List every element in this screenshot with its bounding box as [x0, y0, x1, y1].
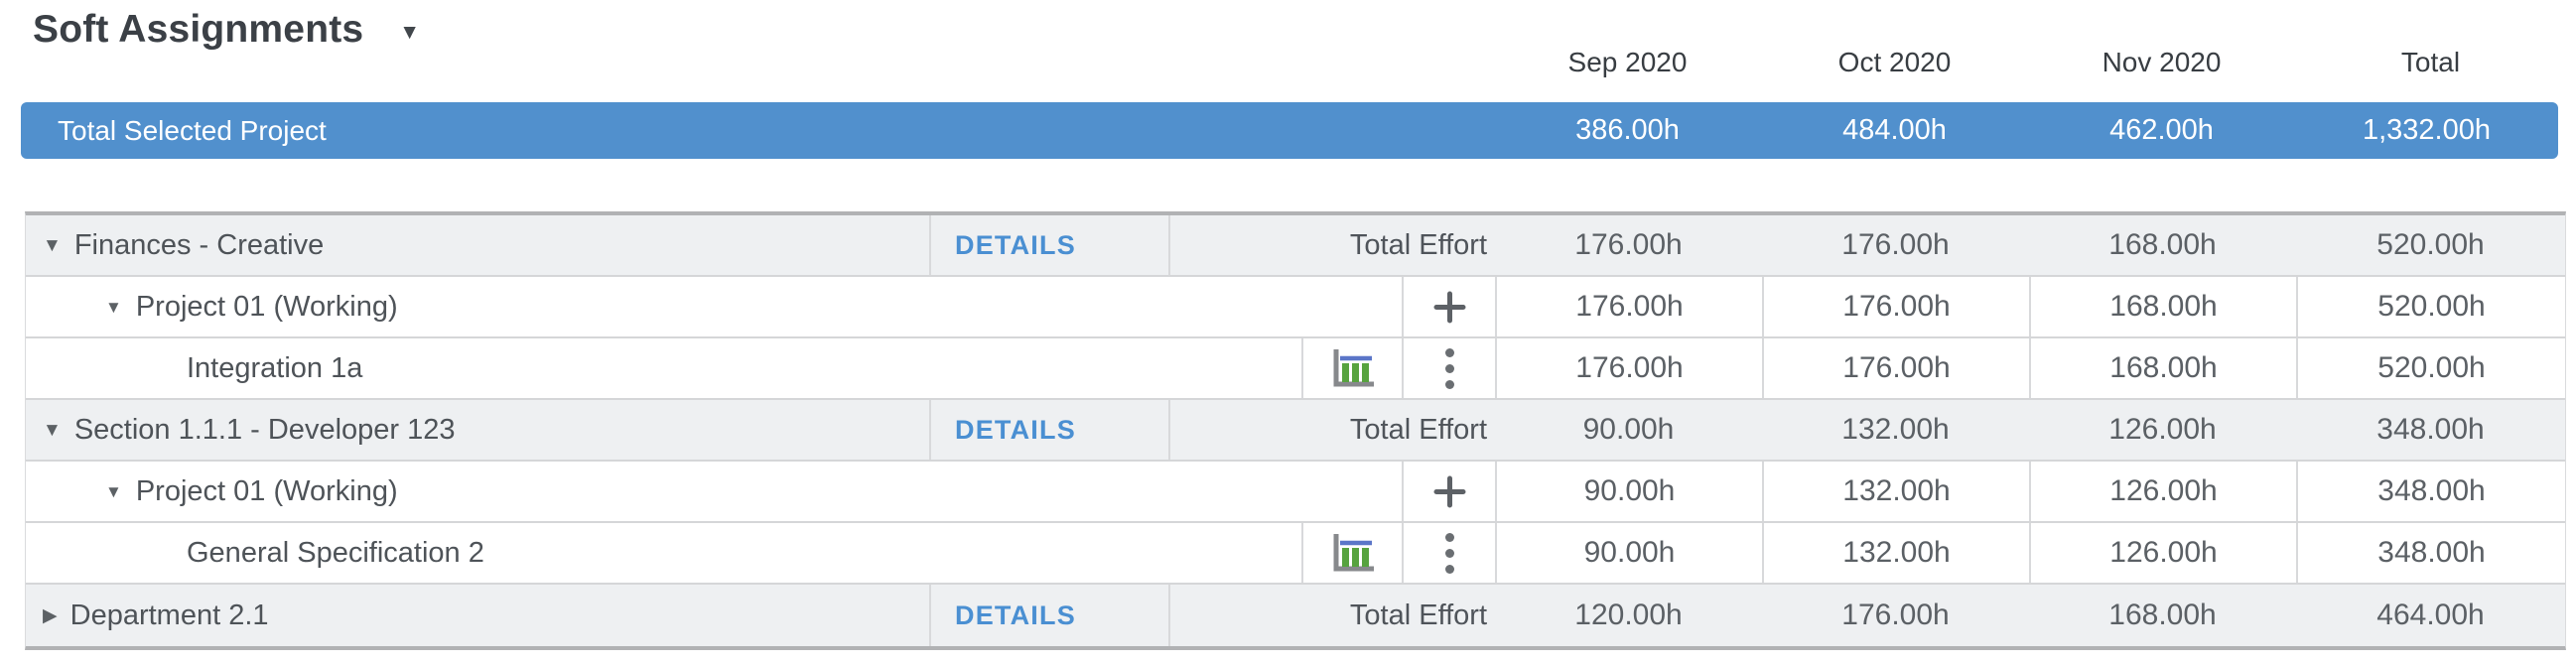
summary-hours-sep: 386.00h	[1575, 114, 1680, 146]
hours-cell-oct: 132.00h	[1841, 413, 1950, 446]
project-row-name: Project 01 (Working)	[135, 290, 398, 323]
summary-hours-nov: 462.00h	[2109, 114, 2214, 146]
assignments-table: ▼ Finances - Creative DETAILS Total Effo…	[25, 211, 2566, 650]
capacity-chart-button[interactable]	[1301, 523, 1402, 583]
view-selector-dropdown[interactable]: Soft Assignments ▼	[33, 8, 420, 52]
hours-cell-nov: 168.00h	[2108, 228, 2217, 261]
expand-collapse-icon[interactable]: ▼	[43, 419, 62, 441]
hours-cell-total[interactable]: 348.00h	[2296, 462, 2565, 521]
details-link[interactable]: DETAILS	[929, 400, 1168, 460]
group-row-name: Finances - Creative	[73, 228, 325, 261]
hours-cell-nov[interactable]: 168.00h	[2029, 338, 2296, 398]
hours-cell-nov: 168.00h	[2108, 599, 2217, 631]
column-header-total: Total	[2400, 47, 2461, 77]
hours-cell-oct[interactable]: 176.00h	[1762, 338, 2029, 398]
task-name-cell: General Specification 2	[26, 523, 1301, 583]
chevron-down-icon: ▼	[399, 21, 421, 44]
hours-cell-sep: 120.00h	[1574, 599, 1683, 631]
plus-icon	[1433, 475, 1465, 507]
expand-collapse-icon[interactable]: ▼	[105, 481, 122, 501]
project-row-name: Project 01 (Working)	[135, 474, 398, 507]
kebab-menu-button[interactable]	[1402, 338, 1495, 398]
add-assignment-button[interactable]	[1402, 462, 1495, 521]
task-row-name: General Specification 2	[187, 536, 484, 569]
plus-icon	[1433, 291, 1465, 323]
column-header-oct-2020: Oct 2020	[1837, 47, 1952, 77]
group-row: ▼ Finances - Creative DETAILS Total Effo…	[26, 215, 2565, 277]
hours-cell-sep[interactable]: 90.00h	[1495, 523, 1762, 583]
total-effort-label: Total Effort	[1168, 585, 1495, 646]
task-name-cell: Integration 1a	[26, 338, 1301, 398]
hours-cell-total[interactable]: 348.00h	[2296, 523, 2565, 583]
hours-cell-nov[interactable]: 168.00h	[2029, 277, 2296, 336]
kebab-icon	[1444, 532, 1454, 574]
total-effort-label: Total Effort	[1168, 400, 1495, 460]
histogram-icon	[1333, 534, 1374, 572]
hours-cell-total[interactable]: 520.00h	[2296, 277, 2565, 336]
hours-cell-total[interactable]: 520.00h	[2296, 338, 2565, 398]
hours-cell-sep: 90.00h	[1582, 413, 1675, 446]
group-row: ▼ Section 1.1.1 - Developer 123 DETAILS …	[26, 400, 2565, 462]
hours-cell-nov: 126.00h	[2108, 413, 2217, 446]
add-assignment-button[interactable]	[1402, 277, 1495, 336]
group-row-name: Section 1.1.1 - Developer 123	[73, 413, 456, 446]
summary-hours-oct: 484.00h	[1842, 114, 1947, 146]
hours-cell-sep[interactable]: 176.00h	[1495, 338, 1762, 398]
details-link[interactable]: DETAILS	[929, 215, 1168, 275]
hours-cell-sep[interactable]: 176.00h	[1495, 277, 1762, 336]
summary-hours-total: 1,332.00h	[2362, 114, 2491, 146]
histogram-icon	[1333, 349, 1374, 387]
total-effort-label: Total Effort	[1168, 215, 1495, 275]
group-name-cell: ▼ Section 1.1.1 - Developer 123	[26, 400, 929, 460]
expand-collapse-icon[interactable]: ▼	[105, 297, 122, 317]
page-title: Soft Assignments	[33, 8, 364, 51]
project-row: ▼ Project 01 (Working) 176.00h 176.00h 1…	[26, 277, 2565, 338]
hours-cell-oct[interactable]: 176.00h	[1762, 277, 2029, 336]
details-link[interactable]: DETAILS	[929, 585, 1168, 646]
task-row-name: Integration 1a	[187, 351, 363, 384]
group-name-cell: ▼ Finances - Creative	[26, 215, 929, 275]
task-row: Integration 1a 176.00h 176.00h 168.00h 5…	[26, 338, 2565, 400]
hours-cell-total: 348.00h	[2376, 413, 2485, 446]
project-row: ▼ Project 01 (Working) 90.00h 132.00h 12…	[26, 462, 2565, 523]
hours-cell-nov[interactable]: 126.00h	[2029, 462, 2296, 521]
task-row: General Specification 2 90.00h 132.00h 1…	[26, 523, 2565, 585]
hours-cell-oct: 176.00h	[1841, 228, 1950, 261]
kebab-icon	[1444, 347, 1454, 389]
hours-cell-nov[interactable]: 126.00h	[2029, 523, 2296, 583]
expand-collapse-icon[interactable]: ▶	[43, 604, 58, 626]
column-header-nov-2020: Nov 2020	[2101, 47, 2222, 77]
hours-cell-total: 464.00h	[2376, 599, 2485, 631]
hours-cell-oct[interactable]: 132.00h	[1762, 462, 2029, 521]
group-name-cell: ▶ Department 2.1	[26, 585, 929, 646]
column-header-row: Sep 2020 Oct 2020 Nov 2020 Total	[25, 42, 2566, 83]
hours-cell-total: 520.00h	[2376, 228, 2485, 261]
summary-label: Total Selected Project	[58, 114, 327, 146]
capacity-chart-button[interactable]	[1301, 338, 1402, 398]
hours-cell-sep: 176.00h	[1574, 228, 1683, 261]
column-header-sep-2020: Sep 2020	[1567, 47, 1688, 77]
expand-collapse-icon[interactable]: ▼	[43, 234, 62, 256]
project-name-cell: ▼ Project 01 (Working)	[26, 462, 1402, 521]
group-row: ▶ Department 2.1 DETAILS Total Effort 12…	[26, 585, 2565, 646]
total-selected-project-bar: Total Selected Project 386.00h 484.00h 4…	[21, 102, 2558, 159]
project-name-cell: ▼ Project 01 (Working)	[26, 277, 1402, 336]
hours-cell-oct: 176.00h	[1841, 599, 1950, 631]
hours-cell-oct[interactable]: 132.00h	[1762, 523, 2029, 583]
kebab-menu-button[interactable]	[1402, 523, 1495, 583]
hours-cell-sep[interactable]: 90.00h	[1495, 462, 1762, 521]
group-row-name: Department 2.1	[69, 599, 269, 631]
